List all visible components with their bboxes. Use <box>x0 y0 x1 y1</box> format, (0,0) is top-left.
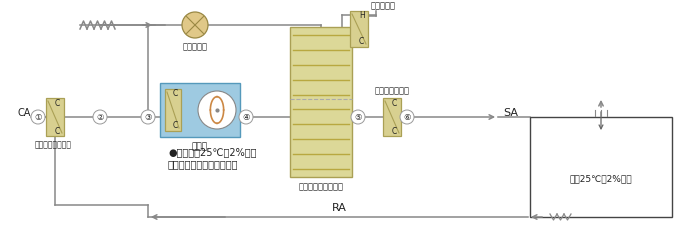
Circle shape <box>93 110 107 124</box>
Circle shape <box>351 110 365 124</box>
Text: ⑥: ⑥ <box>403 113 411 121</box>
Text: ②: ② <box>96 113 104 121</box>
Circle shape <box>31 110 45 124</box>
Circle shape <box>400 110 414 124</box>
Text: 再生ヒータ: 再生ヒータ <box>371 1 396 10</box>
Circle shape <box>198 91 236 129</box>
Text: ④: ④ <box>242 113 250 121</box>
Text: C: C <box>359 38 364 47</box>
Text: ①: ① <box>34 113 42 121</box>
Bar <box>530 117 672 217</box>
Circle shape <box>141 110 155 124</box>
Bar <box>46 98 64 136</box>
Text: C: C <box>172 90 178 98</box>
Text: SA: SA <box>503 108 518 118</box>
Text: C: C <box>392 126 397 136</box>
Text: 温度調節コイル: 温度調節コイル <box>375 86 409 95</box>
Text: C: C <box>392 98 397 107</box>
Text: ③: ③ <box>144 113 152 121</box>
Text: ●空調条件25℃　2%以下: ●空調条件25℃ 2%以下 <box>168 147 257 157</box>
Text: C: C <box>55 126 60 136</box>
Text: CA: CA <box>18 108 31 118</box>
Text: 〈吸着式化学的除湿方法〉: 〈吸着式化学的除湿方法〉 <box>168 159 239 169</box>
Text: 室内25℃　2%以下: 室内25℃ 2%以下 <box>570 175 632 184</box>
Text: 再生ファン: 再生ファン <box>182 42 208 51</box>
Bar <box>290 27 352 177</box>
Text: ⑤: ⑤ <box>354 113 362 121</box>
Text: 予冷予除湿コイル: 予冷予除湿コイル <box>34 140 72 149</box>
Bar <box>160 83 240 137</box>
Text: 空調機: 空調機 <box>192 142 208 151</box>
Bar <box>383 98 401 136</box>
Circle shape <box>182 12 208 38</box>
Text: RA: RA <box>332 203 346 213</box>
Bar <box>165 89 181 131</box>
Text: C: C <box>172 121 178 130</box>
Text: C: C <box>55 98 60 107</box>
Text: 吸着式化学的除湿機: 吸着式化学的除湿機 <box>299 182 344 191</box>
Bar <box>350 11 368 47</box>
Circle shape <box>239 110 253 124</box>
Text: H: H <box>359 12 364 20</box>
